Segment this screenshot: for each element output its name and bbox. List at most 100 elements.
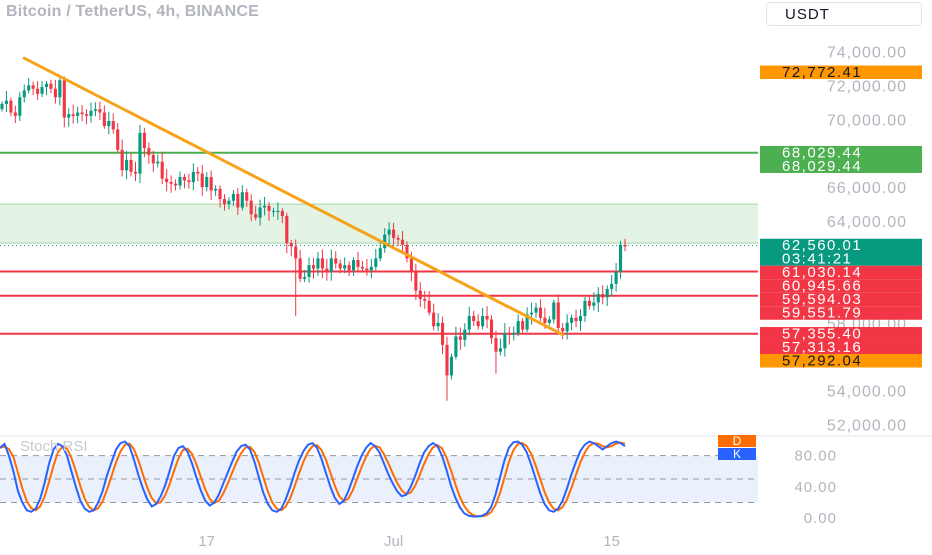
candle-body xyxy=(120,149,124,171)
candle xyxy=(298,250,302,283)
candle xyxy=(76,106,80,124)
candle xyxy=(547,316,551,326)
candle xyxy=(40,81,44,98)
candle xyxy=(249,194,253,222)
candle xyxy=(534,302,538,318)
candle-body xyxy=(142,132,146,149)
candle-body xyxy=(570,317,574,323)
candle-body xyxy=(267,205,271,211)
price-label-text: 61,030.14 xyxy=(782,264,862,281)
candle xyxy=(392,222,396,246)
candle xyxy=(182,173,187,189)
candle-body xyxy=(254,214,258,218)
candle xyxy=(53,79,57,104)
candle-body xyxy=(31,85,35,89)
candle xyxy=(285,212,289,254)
price-label: 72,772.41 xyxy=(760,64,922,81)
candle xyxy=(454,326,458,360)
candle xyxy=(601,285,605,305)
candle-body xyxy=(276,210,280,212)
price-label-text: 68,029.44 xyxy=(782,144,862,161)
candle-body xyxy=(356,260,360,267)
candle xyxy=(396,234,400,247)
candle-body xyxy=(218,188,222,200)
candle xyxy=(552,299,556,324)
price-label-bg xyxy=(760,292,922,307)
candle xyxy=(494,330,498,374)
candle xyxy=(538,299,543,322)
candle xyxy=(525,307,529,333)
candle xyxy=(343,257,347,274)
candle-body xyxy=(27,85,31,91)
candle xyxy=(62,76,66,128)
candle-body xyxy=(44,83,49,88)
candle xyxy=(93,102,98,117)
price-label-bg xyxy=(760,279,922,293)
candle-body xyxy=(22,90,26,98)
candle xyxy=(27,78,31,94)
rsi-title: Stoch RSI xyxy=(20,438,88,455)
currency-selector[interactable]: USDT xyxy=(766,2,922,26)
candle xyxy=(262,196,267,216)
candle-body xyxy=(36,88,40,94)
candle xyxy=(605,285,609,307)
candle xyxy=(18,91,22,122)
candle-body xyxy=(89,110,93,116)
candle-body xyxy=(18,97,22,116)
candle xyxy=(325,258,329,281)
candle xyxy=(440,316,445,355)
candle xyxy=(165,169,169,192)
price-label-bg xyxy=(760,159,922,173)
candle-body xyxy=(138,132,142,174)
time-axis-layer: 17 Jul 15 xyxy=(198,533,620,550)
candle xyxy=(578,309,583,331)
rsi-d-badge-bg xyxy=(718,435,756,447)
price-tick-label: 72,000.00 xyxy=(827,78,907,95)
candle xyxy=(173,179,178,191)
candle xyxy=(489,315,494,344)
price-label-bg xyxy=(760,306,922,320)
candle xyxy=(512,326,516,341)
candle xyxy=(236,187,240,216)
candle xyxy=(449,353,454,380)
price-label: 61,030.14 xyxy=(760,264,922,281)
candle xyxy=(369,258,373,279)
candle xyxy=(334,251,338,269)
candle-body xyxy=(596,294,600,303)
candle-body xyxy=(303,277,307,279)
candle-body xyxy=(516,321,520,334)
candle-body xyxy=(294,246,298,259)
candle xyxy=(592,292,596,311)
candle-body xyxy=(565,322,569,332)
candle-body xyxy=(574,317,578,322)
candle xyxy=(22,84,26,103)
candle xyxy=(614,263,618,292)
candle-body xyxy=(53,88,57,98)
candle-body xyxy=(605,288,609,298)
candle xyxy=(574,309,578,328)
candle-body xyxy=(173,183,178,186)
candle xyxy=(618,240,623,279)
candles-layer xyxy=(0,76,627,401)
candle xyxy=(405,241,409,263)
candle xyxy=(271,207,276,217)
candle xyxy=(387,222,391,245)
candle xyxy=(583,296,587,322)
candle xyxy=(316,252,320,276)
candle-body xyxy=(369,266,373,271)
candle-body xyxy=(338,263,342,269)
candle xyxy=(320,249,324,279)
candle xyxy=(222,194,227,211)
price-label-text: 59,594.03 xyxy=(782,291,862,308)
candle-body xyxy=(231,193,235,201)
candle-body xyxy=(196,171,200,174)
candle xyxy=(120,139,124,177)
candle xyxy=(507,326,511,345)
candle-body xyxy=(125,160,129,171)
rsi-k-line xyxy=(0,440,626,518)
candle xyxy=(156,154,160,168)
candle-body xyxy=(209,176,213,191)
